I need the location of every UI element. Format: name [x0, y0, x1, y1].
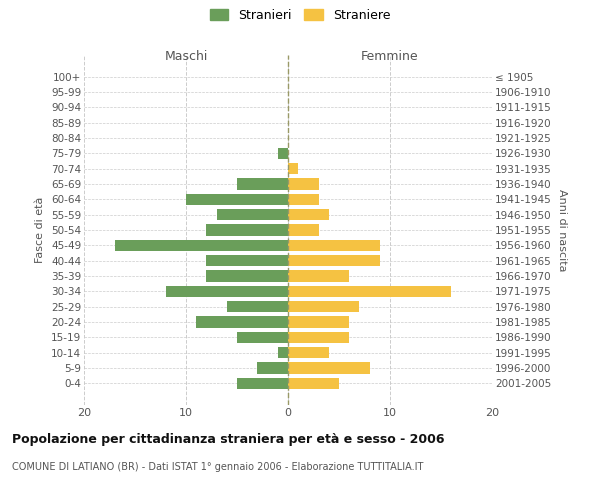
Legend: Stranieri, Straniere: Stranieri, Straniere — [207, 6, 393, 24]
Text: Maschi: Maschi — [164, 50, 208, 63]
Bar — [288, 270, 349, 282]
Y-axis label: Fasce di età: Fasce di età — [35, 197, 46, 263]
Bar — [288, 224, 319, 236]
Bar — [288, 286, 451, 297]
Bar — [217, 209, 288, 220]
Bar — [206, 270, 288, 282]
Bar — [288, 178, 319, 190]
Bar — [288, 378, 339, 389]
Text: Popolazione per cittadinanza straniera per età e sesso - 2006: Popolazione per cittadinanza straniera p… — [12, 432, 445, 446]
Bar — [288, 301, 359, 312]
Bar — [206, 255, 288, 266]
Bar — [288, 209, 329, 220]
Text: Femmine: Femmine — [361, 50, 419, 63]
Bar — [288, 255, 380, 266]
Bar — [227, 301, 288, 312]
Bar — [237, 378, 288, 389]
Bar — [288, 347, 329, 358]
Bar — [278, 347, 288, 358]
Bar — [186, 194, 288, 205]
Bar — [196, 316, 288, 328]
Bar — [278, 148, 288, 159]
Bar — [288, 163, 298, 174]
Bar — [237, 178, 288, 190]
Bar — [237, 332, 288, 343]
Bar — [288, 362, 370, 374]
Bar — [288, 332, 349, 343]
Bar — [288, 240, 380, 251]
Text: COMUNE DI LATIANO (BR) - Dati ISTAT 1° gennaio 2006 - Elaborazione TUTTITALIA.IT: COMUNE DI LATIANO (BR) - Dati ISTAT 1° g… — [12, 462, 424, 472]
Y-axis label: Anni di nascita: Anni di nascita — [557, 188, 567, 271]
Bar — [206, 224, 288, 236]
Bar — [115, 240, 288, 251]
Bar — [288, 194, 319, 205]
Bar — [257, 362, 288, 374]
Bar — [288, 316, 349, 328]
Bar — [166, 286, 288, 297]
